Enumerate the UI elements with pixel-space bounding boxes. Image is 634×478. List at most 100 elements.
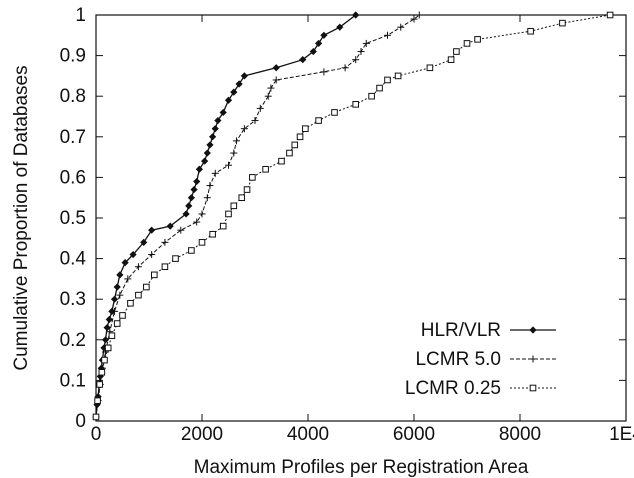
data-point-lcmr-0-25 — [426, 64, 434, 72]
data-point-lcmr-0-25 — [209, 230, 216, 238]
data-point-lcmr-5-0 — [124, 275, 132, 283]
data-point-lcmr-0-25 — [188, 247, 195, 254]
data-point-hlr-vlr — [206, 141, 214, 149]
data-point-hlr-vlr — [272, 64, 280, 72]
data-point-lcmr-5-0 — [148, 251, 156, 259]
data-point-lcmr-5-0 — [267, 84, 275, 92]
data-point-lcmr-0-25 — [302, 125, 309, 132]
legend-label-lcmr-0-25: LCMR 0.25 — [405, 378, 501, 399]
legend-label-hlr-vlr: HLR/VLR — [421, 320, 501, 341]
data-point-lcmr-0-25 — [143, 283, 150, 291]
data-point-hlr-vlr — [209, 133, 217, 141]
data-point-hlr-vlr — [113, 283, 121, 291]
y-tick-label: 0.5 — [60, 208, 86, 229]
data-point-lcmr-5-0 — [203, 194, 211, 202]
x-tick-label: 1E4 — [609, 424, 634, 445]
data-point-lcmr-0-25 — [104, 344, 112, 352]
data-point-lcmr-0-25 — [315, 117, 322, 124]
x-axis-label: Maximum Profiles per Registration Area — [194, 457, 529, 478]
data-point-lcmr-5-0 — [320, 68, 328, 76]
data-point-hlr-vlr — [352, 11, 360, 19]
data-point-lcmr-0-25 — [559, 19, 566, 27]
data-point-hlr-vlr — [320, 31, 328, 39]
legend-label-lcmr-5-0: LCMR 5.0 — [415, 349, 501, 370]
data-point-lcmr-0-25 — [94, 397, 101, 404]
x-tick-label: 6000 — [393, 424, 435, 445]
data-point-hlr-vlr — [214, 116, 222, 125]
data-point-lcmr-0-25 — [225, 210, 232, 218]
legend: HLR/VLR LCMR 5.0 LCMR 0.25 — [405, 320, 556, 399]
data-point-hlr-vlr — [116, 271, 124, 279]
data-point-lcmr-0-25 — [394, 72, 402, 80]
data-point-hlr-vlr — [105, 315, 113, 324]
data-point-lcmr-0-25 — [447, 56, 455, 63]
data-point-hlr-vlr — [190, 185, 198, 194]
y-tick-label: 0.7 — [60, 127, 86, 148]
series-layer — [92, 11, 614, 421]
data-point-lcmr-0-25 — [238, 194, 246, 201]
data-point-hlr-vlr — [299, 56, 307, 64]
data-point-hlr-vlr — [315, 39, 323, 48]
data-point-lcmr-0-25 — [368, 92, 375, 100]
data-point-hlr-vlr — [195, 165, 203, 173]
data-point-lcmr-0-25 — [127, 299, 134, 307]
data-point-hlr-vlr — [219, 108, 227, 117]
data-point-lcmr-0-25 — [278, 157, 285, 165]
data-point-lcmr-5-0 — [272, 76, 280, 84]
data-point-lcmr-0-25 — [296, 133, 304, 141]
data-point-lcmr-0-25 — [161, 263, 169, 271]
axis-ticks: 0 2000 4000 6000 8000 1E4 0 0.1 0.2 0.3 0.4 0.5 0.6 0… — [60, 5, 634, 445]
legend-marker-lcmr-0-25 — [529, 384, 537, 392]
data-point-hlr-vlr — [103, 324, 111, 332]
data-point-lcmr-0-25 — [463, 40, 471, 47]
data-point-lcmr-0-25 — [527, 27, 534, 35]
data-point-lcmr-0-25 — [108, 332, 116, 340]
data-point-lcmr-5-0 — [251, 117, 259, 125]
data-point-hlr-vlr — [240, 72, 248, 80]
y-tick-label: 0.9 — [60, 46, 86, 67]
data-point-hlr-vlr — [203, 149, 211, 157]
data-point-lcmr-0-25 — [243, 186, 251, 193]
data-point-lcmr-0-25 — [135, 291, 142, 299]
data-point-lcmr-5-0 — [384, 31, 391, 39]
y-tick-label: 0 — [75, 411, 86, 432]
data-point-hlr-vlr — [101, 336, 110, 344]
x-tick-label: 8000 — [499, 424, 541, 445]
data-point-lcmr-0-25 — [98, 368, 106, 376]
data-point-hlr-vlr — [96, 372, 104, 380]
data-point-lcmr-5-0 — [352, 56, 360, 64]
data-point-hlr-vlr — [187, 194, 195, 202]
series-lcmr-5-0 — [92, 11, 423, 421]
data-point-lcmr-5-0 — [230, 149, 238, 157]
y-tick-label: 0.8 — [60, 86, 86, 107]
data-point-lcmr-0-25 — [101, 356, 108, 364]
data-point-lcmr-5-0 — [193, 218, 201, 226]
legend-marker-hlr-vlr — [529, 326, 537, 334]
data-point-lcmr-0-25 — [119, 312, 126, 319]
legend-marker-lcmr-5-0 — [529, 355, 537, 363]
data-point-lcmr-0-25 — [172, 255, 179, 262]
x-tick-label: 2000 — [181, 424, 223, 445]
data-point-hlr-vlr — [230, 88, 238, 96]
data-point-lcmr-5-0 — [410, 15, 418, 23]
data-point-lcmr-5-0 — [415, 11, 423, 19]
x-tick-label: 0 — [91, 424, 102, 445]
data-point-lcmr-0-25 — [606, 11, 614, 19]
y-axis-label: Cumulative Proportion of Databases — [11, 65, 32, 370]
data-point-hlr-vlr — [336, 23, 344, 31]
data-point-lcmr-0-25 — [376, 84, 383, 92]
data-point-lcmr-0-25 — [352, 101, 359, 108]
data-point-hlr-vlr — [166, 222, 174, 230]
data-point-lcmr-5-0 — [362, 39, 370, 47]
data-point-lcmr-5-0 — [111, 307, 119, 315]
data-point-lcmr-5-0 — [161, 238, 169, 246]
data-point-hlr-vlr — [185, 202, 193, 210]
data-point-lcmr-0-25 — [151, 271, 158, 279]
data-point-hlr-vlr — [193, 177, 201, 186]
y-tick-label: 1 — [75, 5, 86, 26]
data-point-lcmr-5-0 — [397, 23, 405, 31]
y-tick-label: 0.3 — [60, 289, 86, 310]
data-point-lcmr-0-25 — [262, 165, 269, 173]
data-point-lcmr-5-0 — [357, 48, 365, 56]
